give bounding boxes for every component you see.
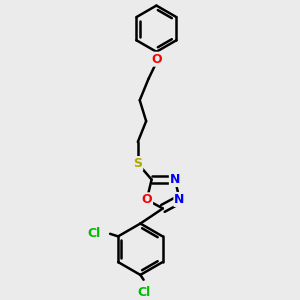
Text: Cl: Cl	[87, 227, 101, 240]
Text: O: O	[142, 193, 152, 206]
Text: N: N	[170, 173, 180, 186]
Text: Cl: Cl	[137, 286, 150, 299]
Text: O: O	[151, 53, 162, 66]
Text: S: S	[133, 157, 142, 170]
Text: N: N	[174, 193, 185, 206]
